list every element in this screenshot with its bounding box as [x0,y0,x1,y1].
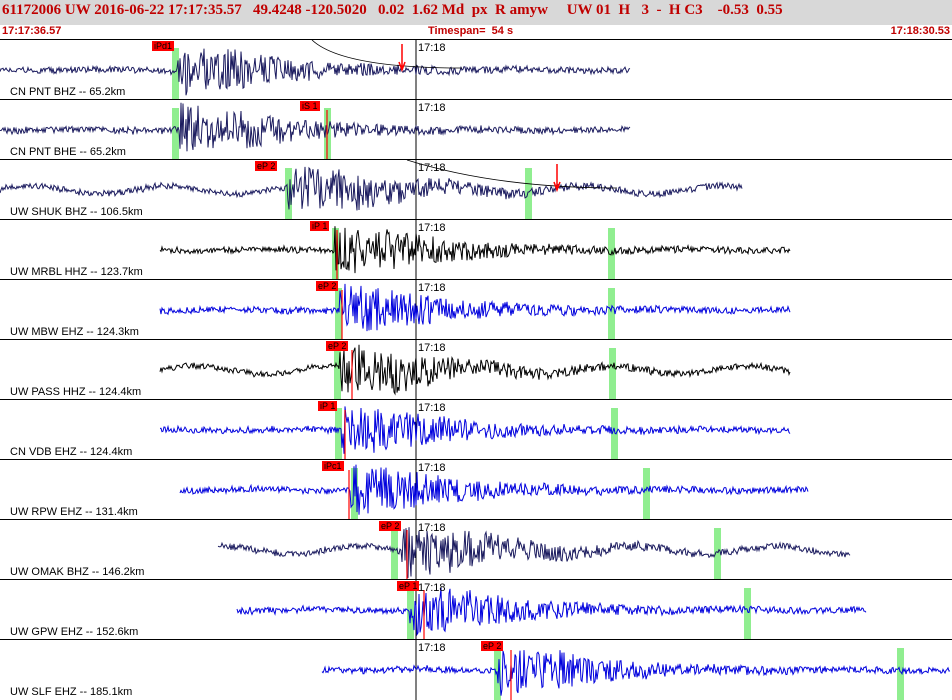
time-axis-header: 17:17:36.57 Timespan= 54 s 17:18:30.53 [0,25,952,39]
trace-panel[interactable]: UW RPW EHZ -- 131.4km 17:18 iPc1 [0,459,952,520]
trace-station-label: UW MBW EHZ -- 124.3km [10,326,139,338]
waveform-line [159,344,791,396]
trace-time-label: 17:18 [418,342,446,354]
waveform-line [179,464,809,515]
trace-time-label: 17:18 [418,462,446,474]
trace-station-label: UW OMAK BHZ -- 146.2km [10,566,145,578]
trace-time-label: 17:18 [418,522,446,534]
trace-panel[interactable]: UW MRBL HHZ -- 123.7km 17:18 iP 1 [0,219,952,280]
phase-pick-flag[interactable]: iP 1 [310,221,330,231]
trace-time-label: 17:18 [418,222,446,234]
waveform-line [159,226,791,274]
moveout-curve [311,40,463,69]
pick-window-marker[interactable] [714,528,721,580]
waveform-line [217,527,851,579]
trace-station-label: UW SLF EHZ -- 185.1km [10,686,133,698]
start-time-label: 17:17:36.57 [2,25,62,37]
phase-pick-flag[interactable]: iPc1 [322,461,344,471]
pick-window-marker[interactable] [391,528,398,580]
seismogram-trace-plot [159,340,791,400]
seismogram-trace-plot [159,220,791,280]
amplitude-arrow-icon [553,164,561,193]
trace-panel[interactable]: UW PASS HHZ -- 124.4km 17:18 eP 2 [0,339,952,400]
trace-station-label: UW MRBL HHZ -- 123.7km [10,266,143,278]
waveform-line [0,102,631,152]
trace-time-label: 17:18 [418,642,446,654]
amplitude-arrow-icon [398,44,406,73]
phase-pick-flag[interactable]: iP 1 [318,401,338,411]
trace-time-label: 17:18 [418,402,446,414]
pick-window-marker[interactable] [285,168,292,220]
seismogram-trace-plot [0,100,631,160]
event-summary-title: 61172006 UW 2016-06-22 17:17:35.57 49.42… [2,2,783,18]
phase-pick-flag[interactable]: eP 2 [326,341,349,351]
seismogram-trace-plot [179,460,809,520]
trace-time-label: 17:18 [418,42,446,54]
pick-window-marker[interactable] [172,108,179,160]
waveform-line [0,166,743,211]
seismogram-trace-plot [321,640,951,700]
trace-time-label: 17:18 [418,102,446,114]
phase-pick-flag[interactable]: eP 2 [316,281,339,291]
phase-pick-flag[interactable]: eP 1 [397,581,420,591]
trace-panel[interactable]: UW SHUK BHZ -- 106.5km 17:18 eP 2 [0,159,952,220]
phase-pick-flag[interactable]: iPd1 [152,41,175,51]
seismogram-trace-plot [217,520,851,580]
end-time-label: 17:18:30.53 [890,25,950,37]
trace-panel[interactable]: CN PNT BHE -- 65.2km 17:18 iS 1 [0,99,952,160]
trace-panel[interactable]: CN VDB EHZ -- 124.4km 17:18 iP 1 [0,399,952,460]
trace-panel[interactable]: UW MBW EHZ -- 124.3km 17:18 eP 2 [0,279,952,340]
trace-station-label: UW RPW EHZ -- 131.4km [10,506,138,518]
phase-pick-flag[interactable]: eP 2 [379,521,402,531]
trace-time-label: 17:18 [418,282,446,294]
pick-window-marker[interactable] [525,168,532,220]
seismogram-trace-plot [159,400,791,460]
trace-panel[interactable]: UW OMAK BHZ -- 146.2km 17:18 eP 2 [0,519,952,580]
waveform-line [236,587,867,637]
seismogram-trace-plot [0,40,631,100]
seismogram-trace-plot [0,160,743,220]
phase-pick-flag[interactable]: iS 1 [300,101,320,111]
waveform-line [159,406,791,454]
event-header: 61172006 UW 2016-06-22 17:17:35.57 49.42… [0,0,952,25]
trace-time-label: 17:18 [418,162,446,174]
seismogram-trace-plot [236,580,867,640]
phase-pick-flag[interactable]: eP 2 [255,161,278,171]
phase-pick-flag[interactable]: eP 2 [481,641,504,651]
trace-panel[interactable]: UW GPW EHZ -- 152.6km 17:18 eP 1 [0,579,952,640]
seismogram-panels[interactable]: CN PNT BHZ -- 65.2km 17:18 iPd1 CN PNT B… [0,39,952,700]
pick-window-marker[interactable] [897,648,904,700]
pick-window-marker[interactable] [643,468,650,520]
pick-window-marker[interactable] [611,408,618,460]
trace-time-label: 17:18 [418,582,446,594]
pick-window-marker[interactable] [335,288,342,340]
moveout-curve [406,160,618,189]
pick-window-marker[interactable] [744,588,751,640]
trace-panel[interactable]: CN PNT BHZ -- 65.2km 17:18 iPd1 [0,39,952,100]
trace-station-label: CN VDB EHZ -- 124.4km [10,446,133,458]
waveform-line [159,283,791,332]
trace-station-label: UW PASS HHZ -- 124.4km [10,386,142,398]
pick-window-marker[interactable] [608,288,615,340]
pick-window-marker[interactable] [334,348,341,400]
seismogram-trace-plot [159,280,791,340]
trace-station-label: UW GPW EHZ -- 152.6km [10,626,139,638]
pick-window-marker[interactable] [609,348,616,400]
pick-window-marker[interactable] [172,48,179,100]
waveform-line [0,48,631,96]
trace-station-label: UW SHUK BHZ -- 106.5km [10,206,143,218]
trace-station-label: CN PNT BHZ -- 65.2km [10,86,126,98]
waveform-line [321,650,951,696]
trace-panel[interactable]: UW SLF EHZ -- 185.1km 17:18 eP 2 [0,639,952,700]
pick-window-marker[interactable] [335,408,342,460]
timespan-label: Timespan= 54 s [428,25,514,37]
trace-station-label: CN PNT BHE -- 65.2km [10,146,126,158]
